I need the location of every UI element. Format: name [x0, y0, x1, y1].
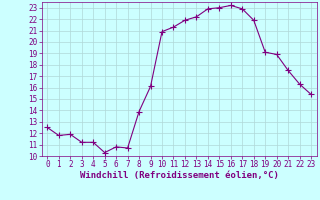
X-axis label: Windchill (Refroidissement éolien,°C): Windchill (Refroidissement éolien,°C)	[80, 171, 279, 180]
